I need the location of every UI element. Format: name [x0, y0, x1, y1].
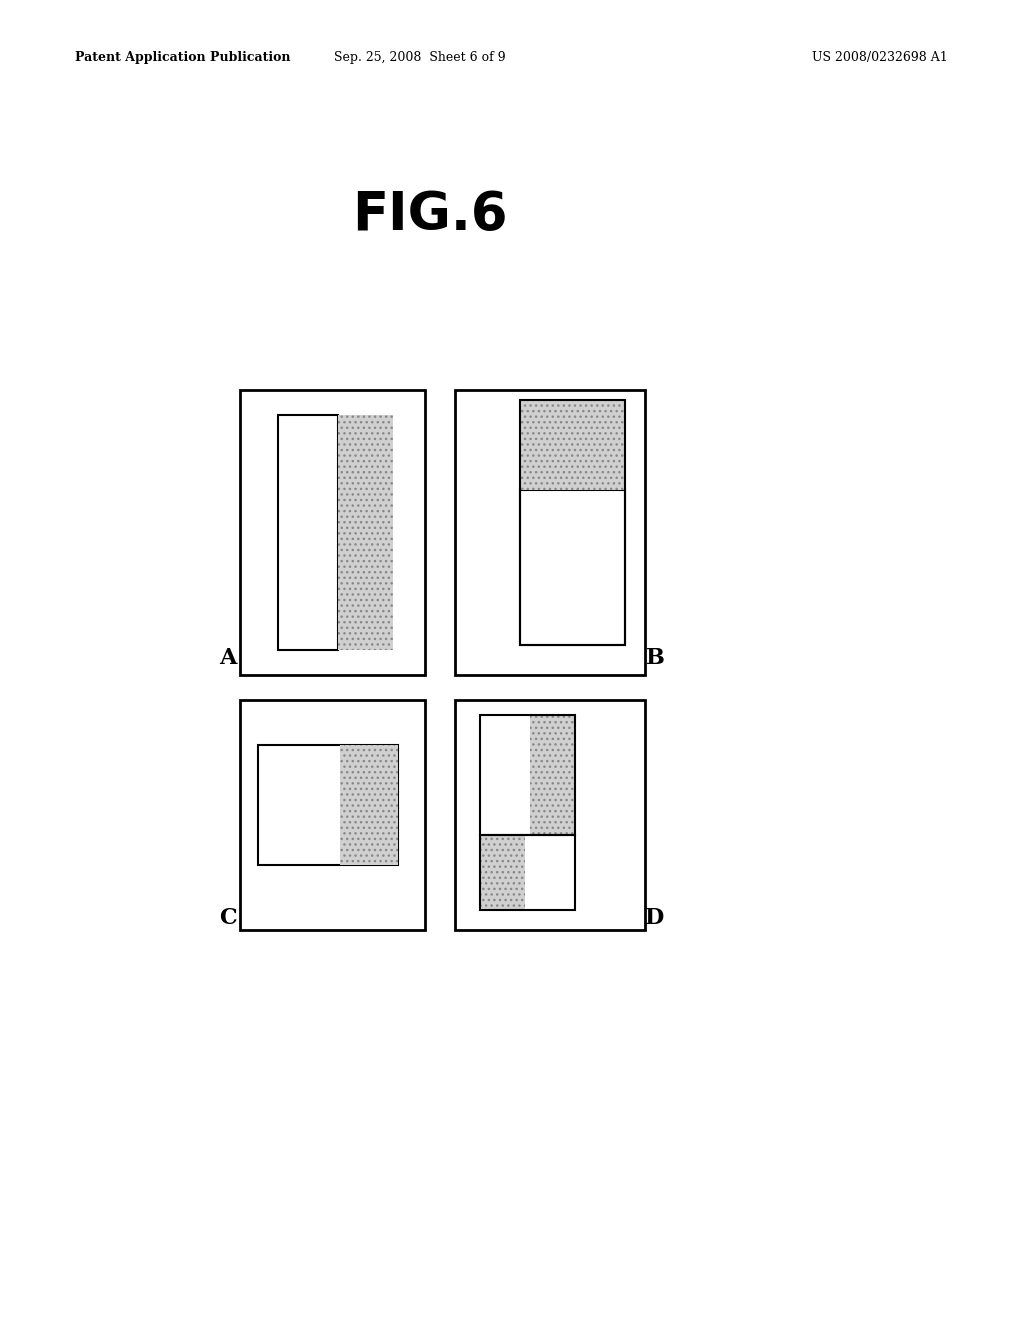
Bar [480, 715, 530, 836]
Text: Patent Application Publication: Patent Application Publication [75, 51, 291, 65]
Bar [530, 715, 575, 836]
Bar [340, 744, 398, 865]
Text: US 2008/0232698 A1: US 2008/0232698 A1 [812, 51, 948, 65]
Bar [455, 700, 645, 931]
Bar [520, 490, 625, 645]
Bar [258, 744, 398, 865]
Text: A: A [219, 647, 237, 669]
Bar [520, 400, 625, 645]
Text: B: B [645, 647, 665, 669]
Bar [520, 400, 625, 490]
Bar [240, 700, 425, 931]
Text: Sep. 25, 2008  Sheet 6 of 9: Sep. 25, 2008 Sheet 6 of 9 [334, 51, 506, 65]
Bar [480, 715, 575, 836]
Text: C: C [219, 907, 237, 929]
Bar [278, 414, 338, 649]
Bar [480, 836, 575, 909]
Bar [480, 836, 525, 909]
Bar [338, 414, 393, 649]
Text: FIG.6: FIG.6 [352, 189, 508, 242]
Bar [338, 414, 393, 649]
Bar [240, 389, 425, 675]
Bar [525, 836, 575, 909]
Bar [340, 744, 398, 865]
Text: D: D [645, 907, 665, 929]
Bar [455, 389, 645, 675]
